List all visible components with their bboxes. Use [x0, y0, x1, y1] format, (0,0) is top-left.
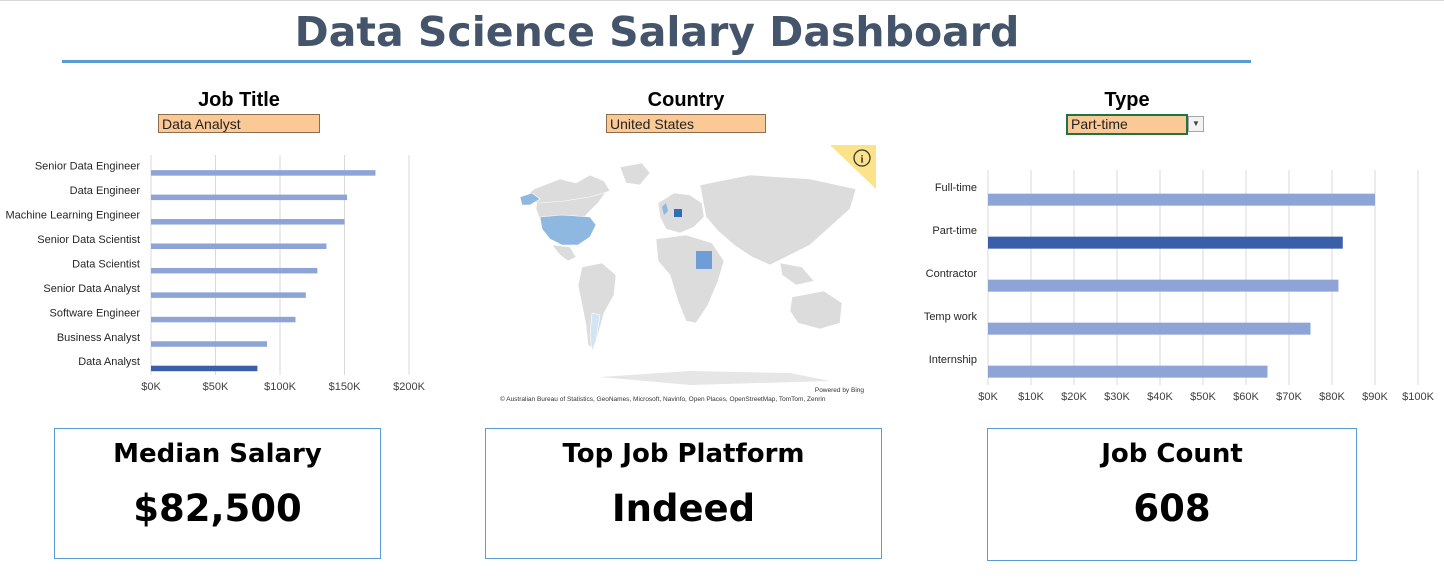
map-mexico	[551, 244, 577, 262]
title-underline	[62, 60, 1251, 63]
top-border	[0, 0, 1444, 1]
map-germany	[674, 209, 682, 217]
category-label: Software Engineer	[50, 307, 141, 319]
x-tick-label: $50K	[1190, 391, 1216, 403]
category-label: Internship	[929, 354, 977, 366]
category-label: Full-time	[935, 182, 977, 194]
bar-temp-work	[988, 322, 1311, 335]
category-label: Senior Data Analyst	[43, 283, 140, 295]
country-filter-input[interactable]: United States	[606, 114, 766, 133]
top-platform-card: Top Job Platform Indeed	[485, 428, 882, 559]
x-tick-label: $0K	[978, 391, 998, 403]
info-icon	[853, 149, 871, 167]
job-title-filter-input[interactable]: Data Analyst	[158, 114, 320, 133]
x-tick-label: $40K	[1147, 391, 1173, 403]
bar-data-engineer	[151, 194, 348, 201]
bar-senior-data-engineer	[151, 170, 376, 176]
x-tick-label: $60K	[1233, 391, 1259, 403]
median-salary-title: Median Salary	[113, 439, 322, 469]
type-filter-label: Type	[1104, 89, 1150, 111]
category-label: Business Analyst	[57, 332, 140, 344]
job-count-card: Job Count 608	[987, 428, 1357, 561]
bar-machine-learning-engineer	[151, 219, 345, 225]
x-tick-label: $30K	[1104, 391, 1130, 403]
x-tick-label: $0K	[141, 381, 161, 393]
job-count-title: Job Count	[1101, 439, 1243, 469]
bar-internship	[988, 365, 1268, 378]
svg-text:i: i	[860, 154, 863, 166]
x-tick-label: $50K	[203, 381, 229, 393]
median-salary-value: $82,500	[133, 487, 302, 530]
bar-full-time	[988, 193, 1375, 206]
map-greenland	[619, 162, 651, 186]
bar-data-analyst	[151, 365, 258, 372]
map-asia	[699, 174, 857, 266]
type-salary-chart: $0K $10K $20K $30K $40K $50K $60K $70K $80K $90K $…	[924, 170, 1435, 403]
map-africa	[655, 234, 725, 324]
map-powered-by: Powered by Bing	[814, 387, 864, 394]
category-label: Part-time	[932, 225, 977, 237]
map-argentina	[589, 312, 601, 352]
category-label: Contractor	[926, 268, 978, 280]
map-sudan	[696, 251, 712, 269]
map-united-states	[539, 214, 597, 246]
bar-business-analyst	[151, 341, 268, 347]
category-label: Machine Learning Engineer	[5, 210, 140, 222]
type-filter-input[interactable]: Part-time	[1066, 114, 1188, 135]
map-se-asia	[779, 262, 815, 286]
x-tick-label: $80K	[1319, 391, 1345, 403]
world-map-graphic: i	[519, 145, 876, 385]
bar-part-time	[988, 236, 1343, 249]
map-australia	[789, 290, 843, 330]
map-antarctica	[600, 371, 830, 385]
x-tick-label: $150K	[329, 381, 361, 393]
bar-software-engineer	[151, 316, 296, 323]
top-platform-title: Top Job Platform	[562, 439, 805, 469]
country-filter-label: Country	[647, 89, 725, 111]
category-label: Data Scientist	[72, 258, 140, 270]
map-uk	[662, 203, 668, 215]
top-platform-value: Indeed	[611, 487, 756, 530]
x-tick-label: $90K	[1362, 391, 1388, 403]
bar-senior-data-scientist	[151, 243, 327, 249]
dashboard-title: Data Science Salary Dashboard	[294, 8, 1020, 56]
type-dropdown-button[interactable]: ▼	[1188, 116, 1204, 132]
x-tick-label: $10K	[1018, 391, 1044, 403]
x-tick-label: $20K	[1061, 391, 1087, 403]
category-label: Data Analyst	[78, 356, 140, 368]
median-salary-card: Median Salary $82,500	[54, 428, 381, 559]
job-title-filter-label: Job Title	[198, 89, 280, 111]
bar-contractor	[988, 279, 1339, 292]
map-attribution: © Australian Bureau of Statistics, GeoNa…	[500, 396, 826, 403]
x-tick-label: $200K	[393, 381, 425, 393]
map-south-america	[577, 262, 617, 350]
category-label: Data Engineer	[70, 185, 141, 197]
category-label: Temp work	[924, 311, 978, 323]
bar-senior-data-analyst	[151, 292, 306, 298]
category-label: Senior Data Scientist	[37, 234, 140, 246]
job-title-salary-chart: $0K $50K $100K $150K $200K Senior Data Engine…	[5, 155, 426, 393]
job-count-value: 608	[1133, 487, 1211, 530]
country-map: i Powered by Bing © Australian Bureau of…	[490, 145, 876, 407]
category-label: Senior Data Engineer	[35, 161, 141, 173]
x-tick-label: $100K	[1402, 391, 1434, 403]
x-tick-label: $100K	[264, 381, 296, 393]
map-info-corner	[830, 145, 876, 189]
map-canada	[519, 174, 611, 204]
x-tick-label: $70K	[1276, 391, 1302, 403]
bar-data-scientist	[151, 267, 318, 274]
map-alaska	[519, 192, 541, 206]
